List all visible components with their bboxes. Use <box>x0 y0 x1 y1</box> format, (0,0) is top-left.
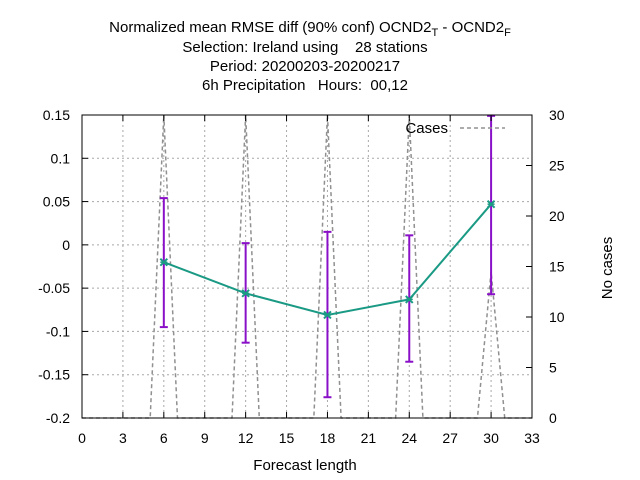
chart-title: Normalized mean RMSE diff (90% conf) OCN… <box>109 19 511 94</box>
x-tick-label: 21 <box>361 430 377 446</box>
x-tick-label: 3 <box>119 430 127 446</box>
axis-ticks: 0 3 6 9 12 15 18 21 24 27 30 33 -0.2 -0.15 -0.1 -0.05 0 0… <box>38 107 565 446</box>
title-line-1: Normalized mean RMSE diff (90% conf) OCN… <box>109 19 511 39</box>
y2-tick-label: 5 <box>549 360 557 376</box>
x-axis-label: Forecast length <box>253 457 356 474</box>
y2-tick-label: 15 <box>549 259 565 275</box>
y2-tick-label: 0 <box>549 410 557 426</box>
x-tick-label: 18 <box>320 430 336 446</box>
title-line-2: Selection: Ireland using 28 stations <box>182 39 427 56</box>
x-tick-label: 15 <box>279 430 295 446</box>
grid <box>82 115 532 418</box>
data-point <box>486 199 496 209</box>
y2-tick-label: 25 <box>549 158 565 174</box>
x-tick-label: 0 <box>78 430 86 446</box>
y-tick-label: 0.1 <box>51 150 71 166</box>
x-tick-label: 6 <box>160 430 168 446</box>
y2-tick-label: 10 <box>549 309 565 325</box>
x-tick-label: 33 <box>524 430 540 446</box>
title-line-3: Period: 20200203-20200217 <box>210 58 400 75</box>
legend: Cases <box>405 120 505 137</box>
x-tick-label: 12 <box>238 430 254 446</box>
y2-tick-label: 20 <box>549 208 565 224</box>
y-tick-label: -0.2 <box>46 410 70 426</box>
data-point <box>241 289 250 298</box>
y2-axis-label: No cases <box>599 237 616 300</box>
data-point <box>159 257 169 267</box>
plot-border <box>81 114 533 419</box>
y-tick-label: 0.05 <box>43 194 70 210</box>
cases-line <box>82 114 532 419</box>
data-point <box>405 295 414 304</box>
y-tick-label: -0.05 <box>38 280 70 296</box>
x-tick-label: 27 <box>442 430 458 446</box>
y-tick-label: 0.15 <box>43 107 70 123</box>
legend-label-cases: Cases <box>405 120 448 137</box>
x-tick-label: 24 <box>401 430 417 446</box>
y2-tick-label: 30 <box>549 107 565 123</box>
y-tick-label: 0 <box>62 237 70 253</box>
rmse-series <box>159 114 496 399</box>
y-tick-label: -0.1 <box>46 323 70 339</box>
x-tick-label: 9 <box>201 430 209 446</box>
title-line-4: 6h Precipitation Hours: 00,12 <box>202 77 408 94</box>
data-point <box>323 310 332 320</box>
y-tick-label: -0.15 <box>38 367 70 383</box>
cases-series <box>82 114 532 419</box>
x-tick-label: 30 <box>483 430 499 446</box>
